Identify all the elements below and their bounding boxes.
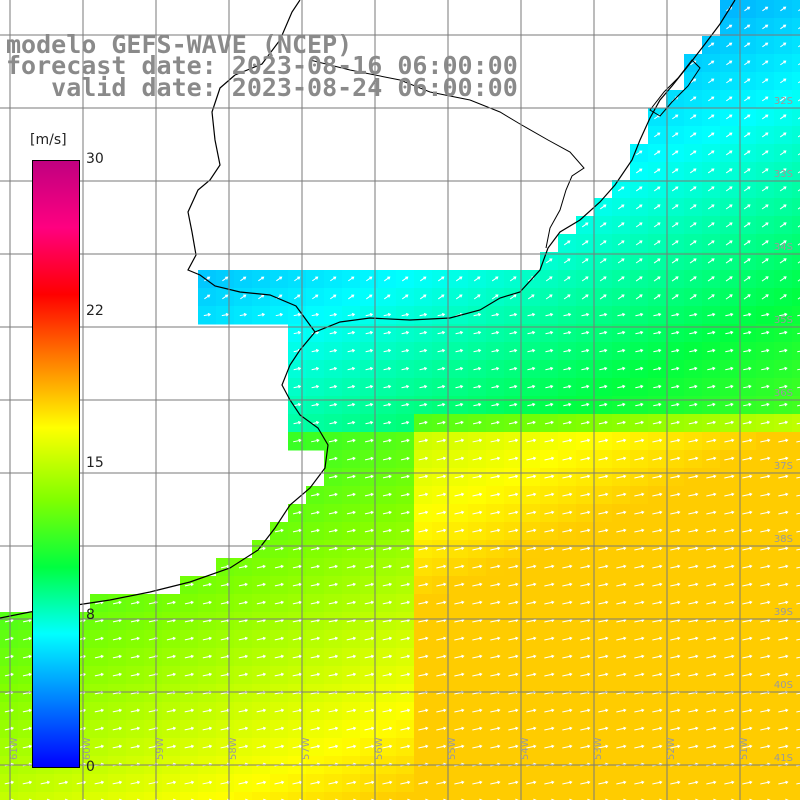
lat-label-37S: 37S bbox=[774, 461, 793, 472]
lagoon-outline bbox=[649, 59, 701, 117]
lon-label-56W: 56W bbox=[374, 737, 385, 760]
lat-label-41S: 41S bbox=[774, 753, 793, 764]
longitude-labels: 61W 60W 59W 58W 57W 56W 55W 54W 53W 52W 51W bbox=[9, 737, 750, 760]
lat-label-36S: 36S bbox=[774, 388, 793, 399]
estuary-shore bbox=[187, 74, 316, 333]
colorbar-tick-22: 22 bbox=[86, 303, 104, 319]
lon-label-61W: 61W bbox=[9, 737, 20, 760]
lat-label-32S: 32S bbox=[774, 96, 793, 107]
lat-label-38S: 38S bbox=[774, 534, 793, 545]
colorbar-tick-8: 8 bbox=[86, 607, 95, 623]
coastline bbox=[0, 0, 736, 619]
lon-label-52W: 52W bbox=[666, 737, 677, 760]
colorbar-tick-0: 0 bbox=[86, 759, 95, 775]
lon-label-59W: 59W bbox=[155, 737, 166, 760]
lon-label-57W: 57W bbox=[301, 737, 312, 760]
lat-label-34S: 34S bbox=[774, 242, 793, 253]
latitude-labels: 32S 33S 34S 35S 36S 37S 38S 39S 40S 41S bbox=[774, 96, 793, 764]
colorbar-tick-30: 30 bbox=[86, 151, 104, 167]
lat-label-33S: 33S bbox=[774, 169, 793, 180]
lagoon-shore bbox=[234, 0, 301, 76]
border-line bbox=[309, 59, 585, 249]
lon-label-51W: 51W bbox=[739, 737, 750, 760]
colorbar-unit: [m/s] bbox=[30, 132, 67, 148]
lon-label-55W: 55W bbox=[447, 737, 458, 760]
wind-direction-arrows bbox=[4, 6, 800, 800]
lon-label-53W: 53W bbox=[593, 737, 604, 760]
lon-label-54W: 54W bbox=[520, 737, 531, 760]
lon-label-58W: 58W bbox=[228, 737, 239, 760]
lat-label-39S: 39S bbox=[774, 607, 793, 618]
title-valid-date: valid date: 2023-08-24 06:00:00 bbox=[6, 73, 518, 102]
lon-label-60W: 60W bbox=[82, 737, 93, 760]
title-forecast-date: forecast date: 2023-08-16 06:00:00 bbox=[6, 51, 518, 80]
title-model: modelo GEFS-WAVE (NCEP) bbox=[6, 30, 353, 59]
lat-label-40S: 40S bbox=[774, 680, 793, 691]
lat-label-35S: 35S bbox=[774, 315, 793, 326]
colorbar bbox=[32, 160, 80, 768]
colorbar-tick-15: 15 bbox=[86, 455, 104, 471]
